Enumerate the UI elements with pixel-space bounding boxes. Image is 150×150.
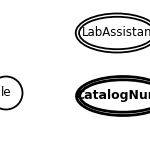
Ellipse shape (76, 14, 150, 52)
Ellipse shape (76, 76, 150, 116)
Text: CatalogNumb: CatalogNumb (76, 90, 150, 102)
Text: LabAssistan: LabAssistan (82, 27, 150, 39)
Ellipse shape (0, 76, 22, 110)
Text: le: le (1, 87, 11, 99)
